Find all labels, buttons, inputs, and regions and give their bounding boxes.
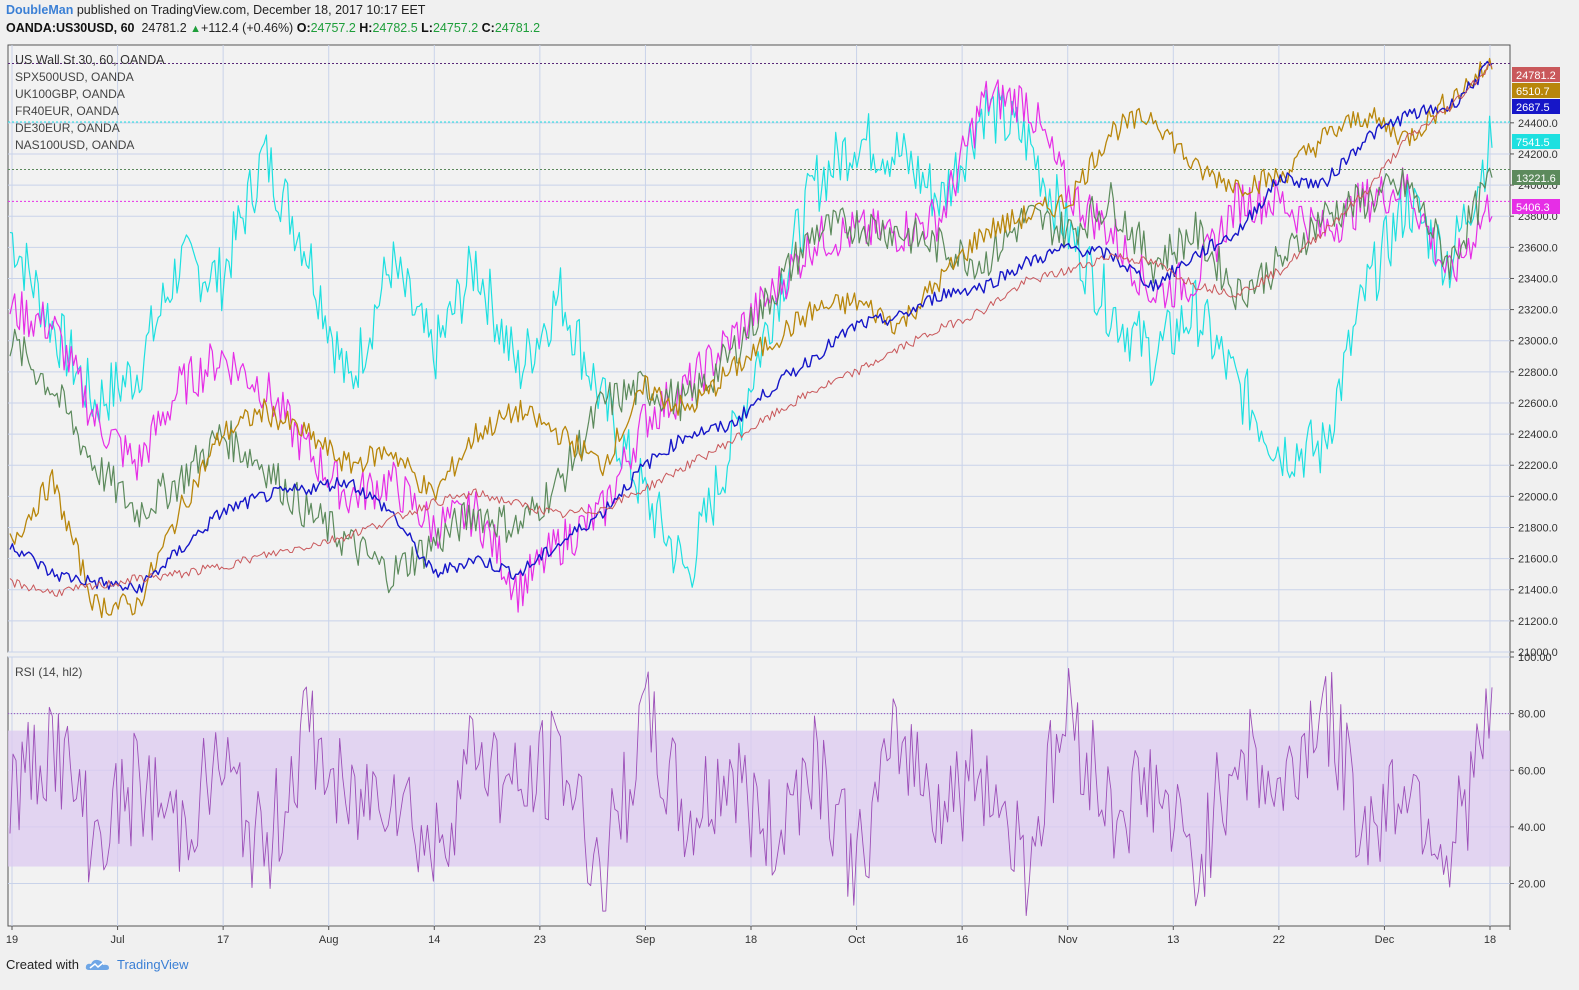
price-tag-label: 24781.2 — [1516, 70, 1556, 82]
rsi-y-tick-label: 80.00 — [1518, 709, 1546, 721]
author-link[interactable]: DoubleMan — [6, 3, 74, 17]
series-line-spx500 — [9, 57, 1493, 619]
last-price: 24781.2 — [141, 21, 187, 35]
main-y-tick-label: 23400.0 — [1518, 273, 1558, 285]
main-y-tick-label: 24400.0 — [1518, 118, 1558, 130]
x-tick-label: Dec — [1375, 934, 1395, 946]
close-label: C: — [481, 21, 495, 35]
main-series-legend[interactable]: US Wall St 30, 60, OANDA — [15, 53, 165, 67]
series-line-de30 — [9, 79, 1493, 613]
price-tag-uk100: 2687.5 — [1512, 99, 1560, 114]
main-y-tick-label: 21200.0 — [1518, 616, 1558, 628]
rsi-line — [9, 667, 1493, 917]
x-tick-label: Oct — [848, 934, 865, 946]
x-tick-label: 16 — [956, 934, 968, 946]
price-tag-label: 6510.7 — [1516, 86, 1550, 98]
x-tick-label: Nov — [1058, 934, 1078, 946]
open-label: O: — [296, 21, 311, 35]
x-tick-label: Aug — [319, 934, 339, 946]
price-tag-label: 5406.3 — [1516, 202, 1550, 214]
legend-uk100[interactable]: UK100GBP, OANDA — [15, 87, 125, 101]
main-y-tick-label: 22600.0 — [1518, 398, 1558, 410]
symbol-ohlc-bar: OANDA:US30USD, 60 24781.2 ▲+112.4 (+0.46… — [6, 21, 540, 35]
price-tag-fr40: 13221.6 — [1512, 170, 1560, 185]
x-tick-label: 22 — [1273, 934, 1285, 946]
open-value: 24757.2 — [310, 21, 356, 35]
rsi-y-tick-label: 60.00 — [1518, 765, 1546, 777]
series-line-fr40 — [9, 167, 1493, 594]
main-y-tick-label: 22400.0 — [1518, 429, 1558, 441]
price-tag-de30: 5406.3 — [1512, 199, 1560, 214]
main-pane — [7, 44, 1511, 653]
main-y-tick-label: 23000.0 — [1518, 336, 1558, 348]
up-arrow-icon: ▲ — [190, 23, 202, 35]
rsi-y-tick-label: 100.00 — [1518, 652, 1552, 664]
close-value: 24781.2 — [494, 21, 541, 35]
legend-de30[interactable]: DE30EUR, OANDA — [15, 121, 120, 135]
price-tag-label: 7541.5 — [1516, 137, 1550, 149]
main-y-tick-label: 23200.0 — [1518, 305, 1558, 317]
symbol-label: OANDA:US30USD, 60 — [6, 21, 135, 35]
price-tag-label: 13221.6 — [1516, 173, 1556, 185]
low-value: 24757.2 — [432, 21, 479, 35]
price-tag-label: 2687.5 — [1516, 102, 1550, 114]
main-y-tick-label: 22800.0 — [1518, 367, 1558, 379]
price-tag-us30: 24781.2 — [1512, 67, 1560, 82]
publish-info: DoubleMan published on TradingView.com, … — [6, 3, 425, 17]
x-tick-label: 13 — [1167, 934, 1179, 946]
low-label: L: — [421, 21, 433, 35]
x-tick-label: 17 — [217, 934, 229, 946]
x-tick-label: 18 — [745, 934, 757, 946]
price-tag-box — [1512, 83, 1560, 98]
price-change: +112.4 (+0.46%) — [201, 21, 294, 35]
high-value: 24782.5 — [372, 21, 418, 35]
series-line-us30 — [9, 62, 1493, 597]
rsi-band — [8, 730, 1510, 867]
price-tag-box — [1512, 199, 1560, 214]
price-tag-box — [1512, 134, 1560, 149]
x-tick-label: 18 — [1484, 934, 1496, 946]
price-tag-box — [1512, 99, 1560, 114]
price-tag-nas100: 7541.5 — [1512, 134, 1560, 149]
main-y-tick-label: 22000.0 — [1518, 491, 1558, 503]
tradingview-link[interactable]: TradingView — [116, 957, 189, 972]
x-tick-label: Jul — [111, 934, 125, 946]
high-label: H: — [359, 21, 373, 35]
main-y-tick-label: 21800.0 — [1518, 522, 1558, 534]
main-y-tick-label: 21400.0 — [1518, 585, 1558, 597]
legend-fr40[interactable]: FR40EUR, OANDA — [15, 104, 120, 118]
rsi-legend[interactable]: RSI (14, hl2) — [15, 665, 83, 679]
price-tag-box — [1512, 170, 1560, 185]
main-y-tick-label: 21000.0 — [1518, 647, 1558, 659]
main-y-tick-label: 23600.0 — [1518, 242, 1558, 254]
footer: Created with TradingView — [6, 957, 189, 972]
x-tick-label: 14 — [428, 934, 440, 946]
price-tag-spx500: 6510.7 — [1512, 83, 1560, 98]
rsi-y-tick-label: 40.00 — [1518, 822, 1546, 834]
x-tick-label: 23 — [534, 934, 546, 946]
series-line-uk100 — [9, 60, 1493, 594]
legend-nas100[interactable]: NAS100USD, OANDA — [15, 138, 135, 152]
price-tag-box — [1512, 67, 1560, 82]
main-y-tick-label: 22200.0 — [1518, 460, 1558, 472]
x-tick-label: 19 — [6, 934, 18, 946]
published-text: published on TradingView.com, December 1… — [73, 3, 426, 17]
main-y-tick-label: 23800.0 — [1518, 211, 1558, 223]
created-with-text: Created with — [6, 957, 79, 972]
x-tick-label: Sep — [636, 934, 656, 946]
rsi-y-tick-label: 20.00 — [1518, 879, 1546, 891]
series-line-nas100 — [9, 86, 1493, 588]
tradingview-cloud-icon — [85, 959, 109, 970]
main-y-tick-label: 21600.0 — [1518, 554, 1558, 566]
legend-spx500[interactable]: SPX500USD, OANDA — [15, 70, 134, 84]
main-y-tick-label: 24200.0 — [1518, 149, 1558, 161]
